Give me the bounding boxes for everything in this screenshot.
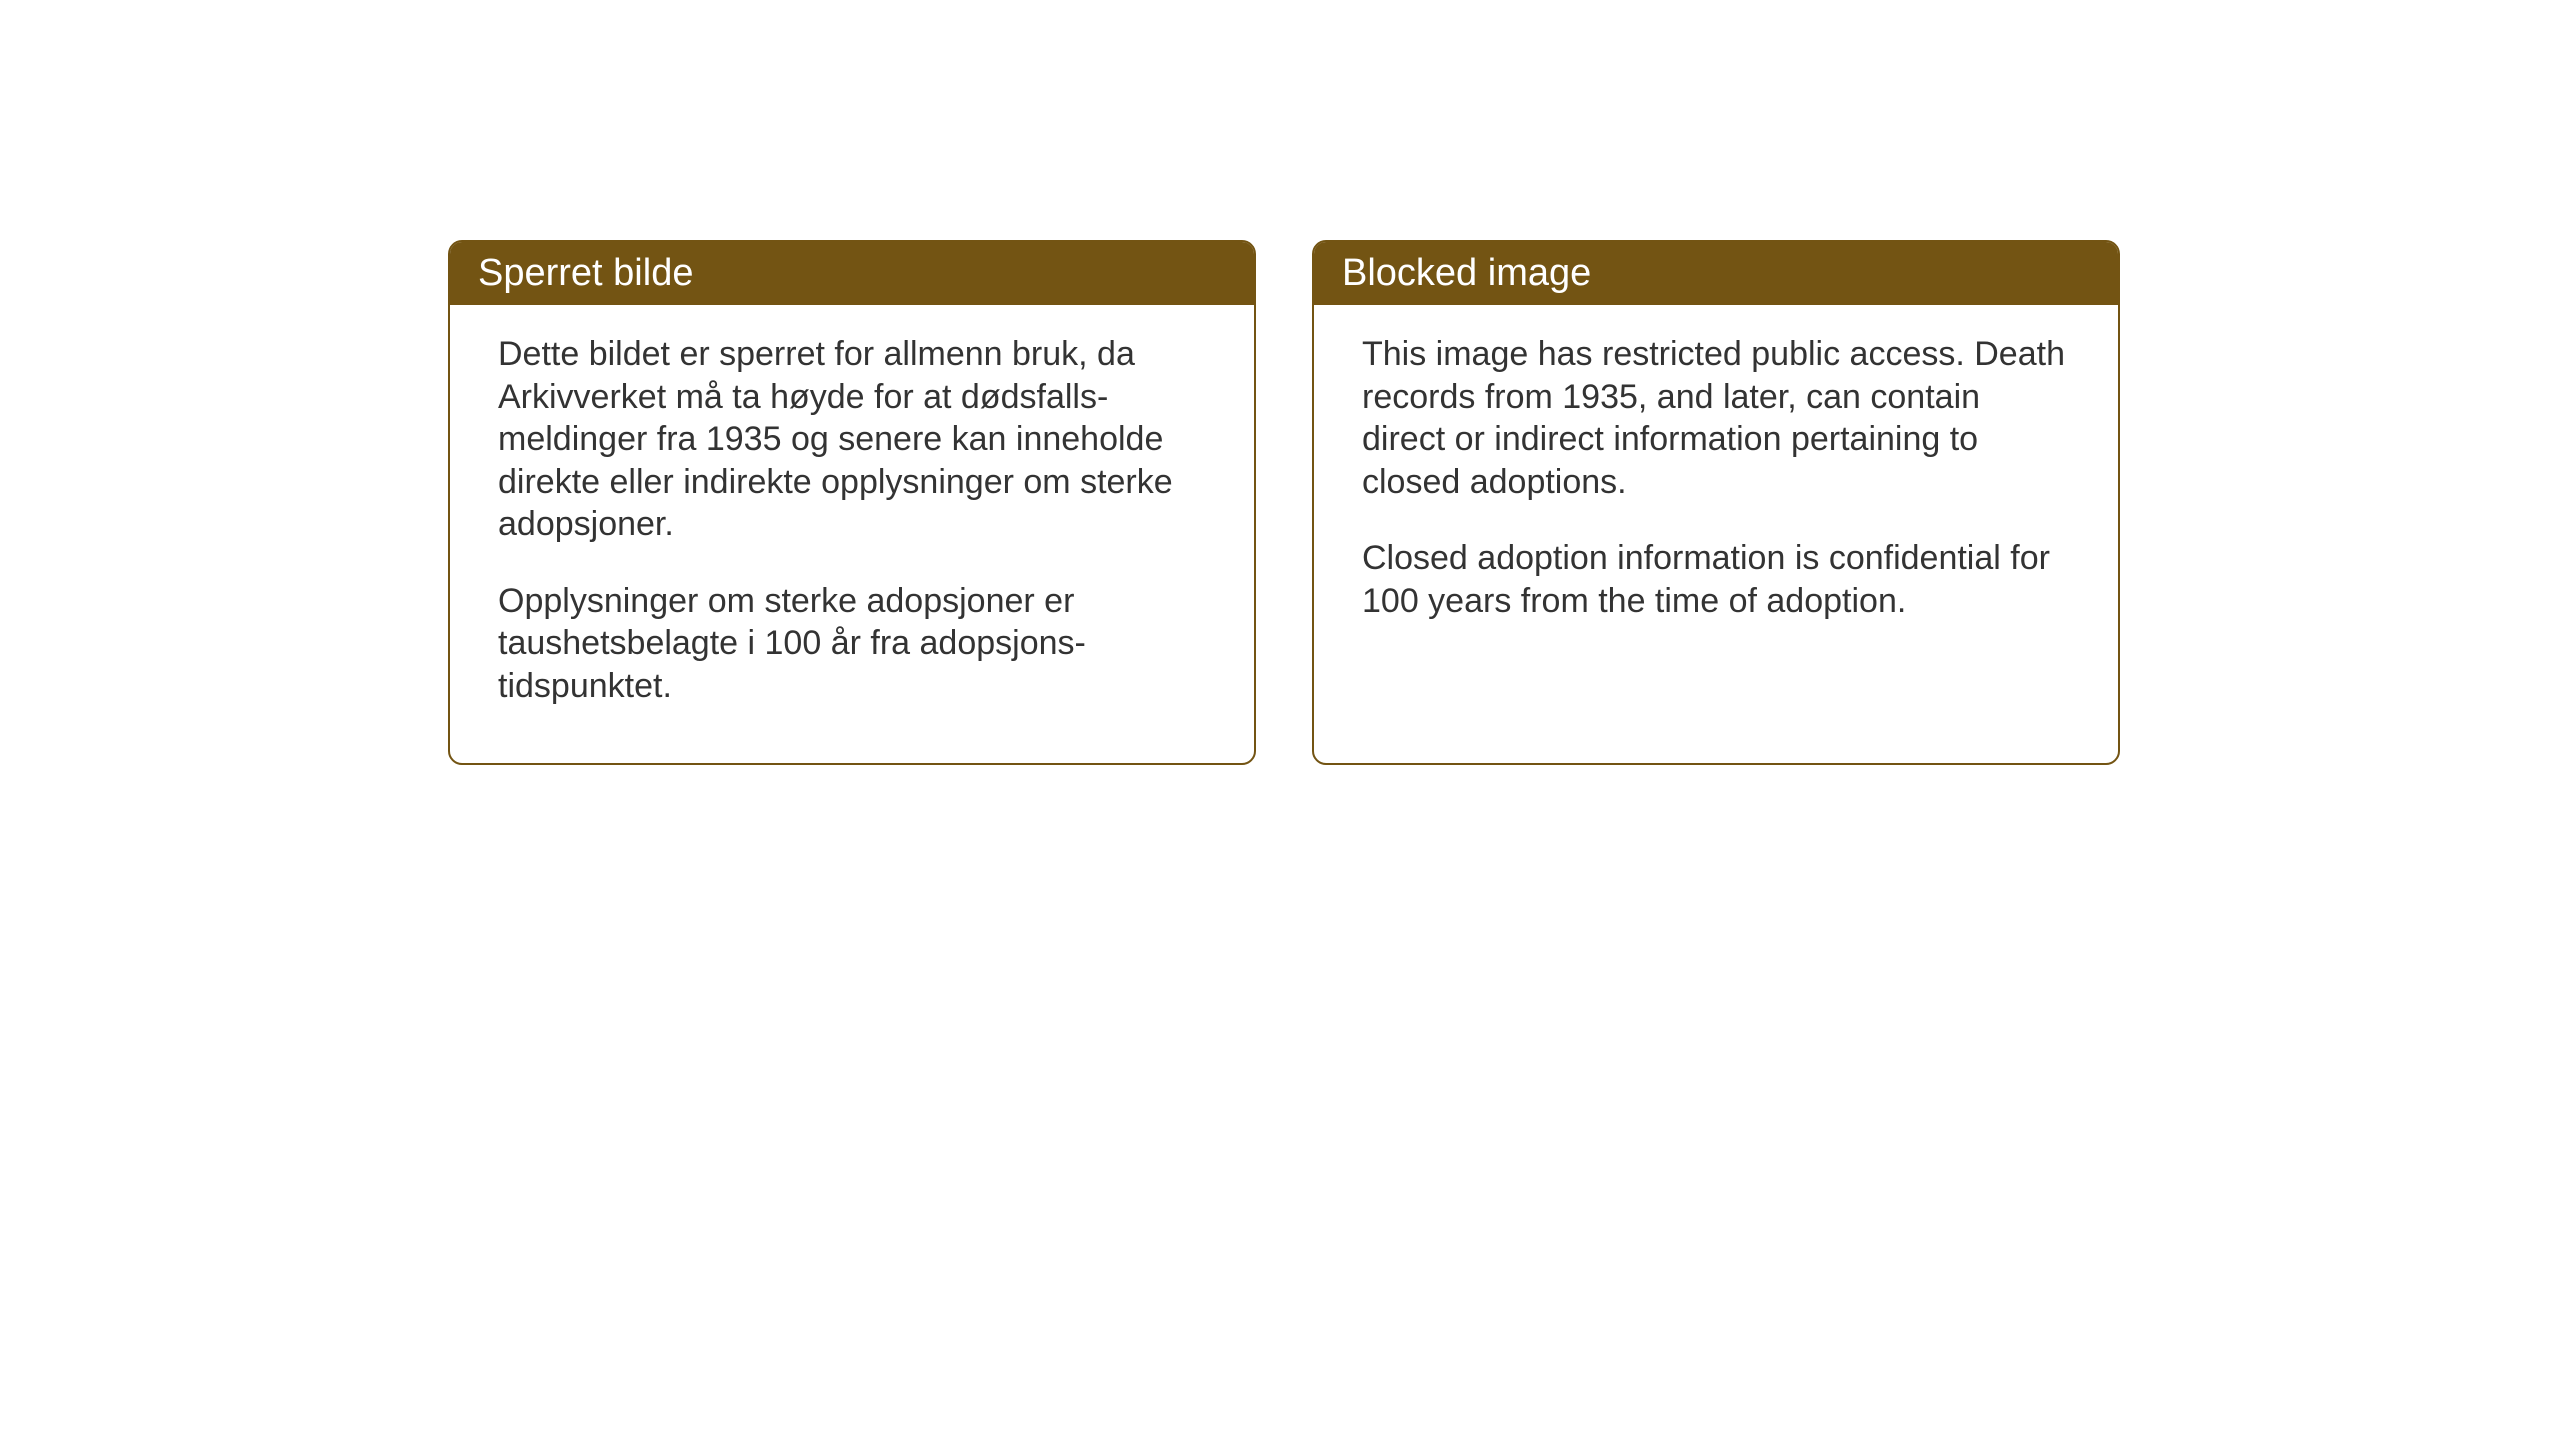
english-paragraph-2: Closed adoption information is confident… (1362, 537, 2070, 622)
cards-container: Sperret bilde Dette bildet er sperret fo… (448, 240, 2120, 765)
english-paragraph-1: This image has restricted public access.… (1362, 333, 2070, 503)
norwegian-paragraph-2: Opplysninger om sterke adopsjoner er tau… (498, 580, 1206, 708)
norwegian-card-title: Sperret bilde (478, 252, 693, 294)
norwegian-card: Sperret bilde Dette bildet er sperret fo… (448, 240, 1256, 765)
english-card-title: Blocked image (1342, 252, 1591, 294)
norwegian-paragraph-1: Dette bildet er sperret for allmenn bruk… (498, 333, 1206, 546)
english-card: Blocked image This image has restricted … (1312, 240, 2120, 765)
norwegian-card-body: Dette bildet er sperret for allmenn bruk… (450, 305, 1254, 763)
norwegian-card-header: Sperret bilde (450, 242, 1254, 305)
english-card-body: This image has restricted public access.… (1314, 305, 2118, 763)
english-card-header: Blocked image (1314, 242, 2118, 305)
